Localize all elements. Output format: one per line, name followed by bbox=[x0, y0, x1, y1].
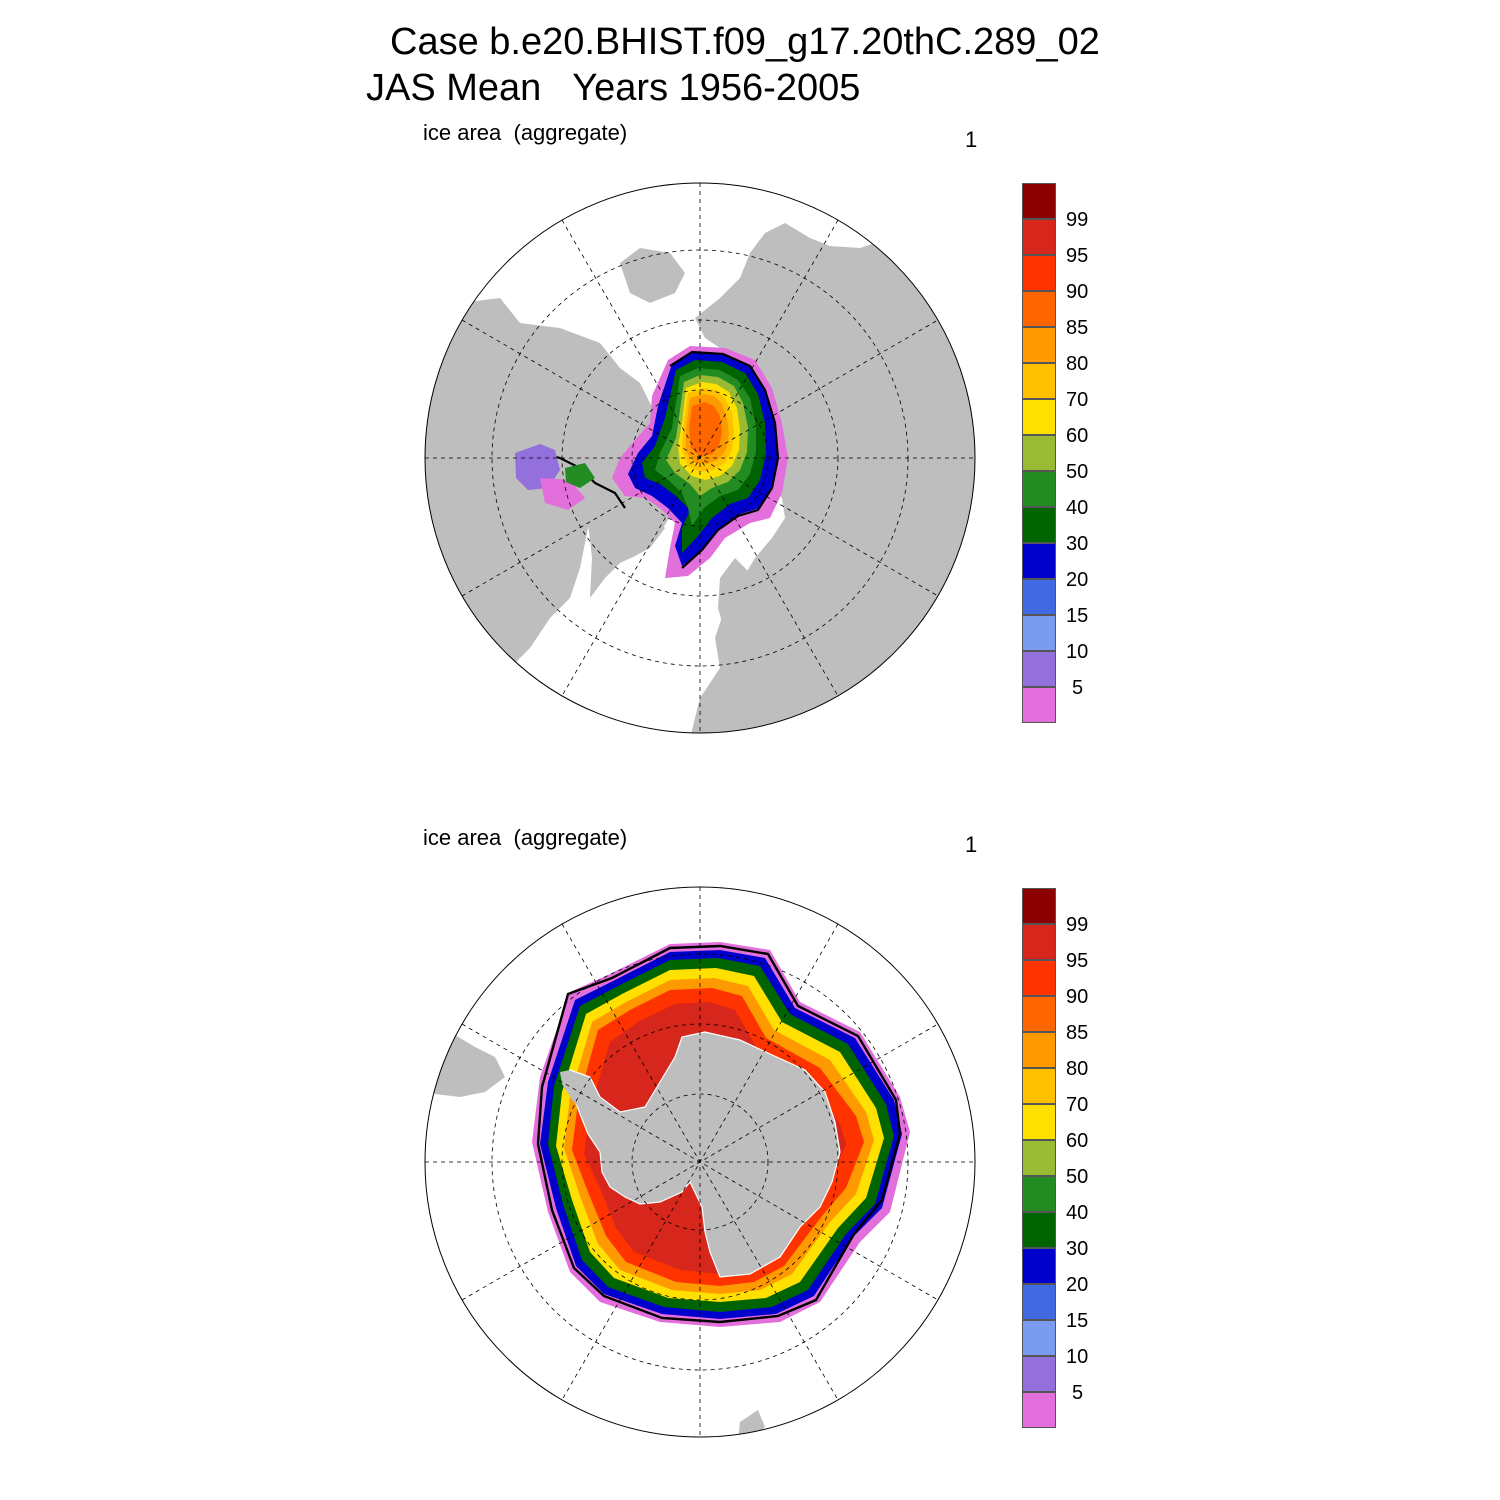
south-colorbar-label: 30 bbox=[1066, 1238, 1089, 1260]
north-colorbar-swatch-3 bbox=[1022, 291, 1056, 327]
south-colorbar-swatch-1 bbox=[1022, 924, 1056, 960]
north-colorbar-swatch-0 bbox=[1022, 183, 1056, 219]
eurasia-land bbox=[690, 223, 975, 733]
south-colorbar-swatch-13 bbox=[1022, 1356, 1056, 1392]
figure-title-period: JAS Mean Years 1956-2005 bbox=[366, 67, 861, 109]
south-colorbar-swatch-11 bbox=[1022, 1284, 1056, 1320]
south-colorbar-label: 5 bbox=[1072, 1382, 1084, 1404]
south-colorbar-label: 85 bbox=[1066, 1022, 1089, 1044]
north-graticule bbox=[425, 183, 975, 733]
scandinavia-land bbox=[718, 558, 760, 648]
south-colorbar-swatch-4 bbox=[1022, 1032, 1056, 1068]
north-colorbar-swatch-5 bbox=[1022, 363, 1056, 399]
south-colorbar-swatch-5 bbox=[1022, 1068, 1056, 1104]
chukotka-land bbox=[620, 248, 685, 303]
antarctica-land bbox=[569, 1031, 841, 1278]
north-colorbar-swatch-2 bbox=[1022, 255, 1056, 291]
figure-title-case: Case b.e20.BHIST.f09_g17.20thC.289_02 bbox=[390, 21, 1100, 63]
north-colorbar-swatch-4 bbox=[1022, 327, 1056, 363]
north-colorbar-label: 60 bbox=[1066, 425, 1089, 447]
north-colorbar-swatch-9 bbox=[1022, 507, 1056, 543]
north-colorbar-swatch-6 bbox=[1022, 399, 1056, 435]
north-colorbar-label: 20 bbox=[1066, 569, 1089, 591]
north-polar-map bbox=[424, 182, 976, 734]
north-colorbar-swatch-12 bbox=[1022, 615, 1056, 651]
south-colorbar-label: 10 bbox=[1066, 1346, 1089, 1368]
north-colorbar-swatch-10 bbox=[1022, 543, 1056, 579]
north-colorbar-swatch-14 bbox=[1022, 687, 1056, 723]
north-colorbar-swatch-11 bbox=[1022, 579, 1056, 615]
south-colorbar-label: 20 bbox=[1066, 1274, 1089, 1296]
south-colorbar-label: 40 bbox=[1066, 1202, 1089, 1224]
south-colorbar-swatch-2 bbox=[1022, 960, 1056, 996]
north-colorbar-swatch-13 bbox=[1022, 651, 1056, 687]
south-colorbar-swatch-14 bbox=[1022, 1392, 1056, 1428]
north-colorbar-label: 30 bbox=[1066, 533, 1089, 555]
south-polar-map bbox=[424, 886, 976, 1438]
north-colorbar-label: 95 bbox=[1066, 245, 1089, 267]
south-graticule bbox=[425, 887, 975, 1437]
north-colorbar-label: 10 bbox=[1066, 641, 1089, 663]
south-colorbar-label: 99 bbox=[1066, 914, 1089, 936]
north-colorbar-label: 80 bbox=[1066, 353, 1089, 375]
north-colorbar-label: 85 bbox=[1066, 317, 1089, 339]
south-colorbar-label: 50 bbox=[1066, 1166, 1089, 1188]
south-colorbar-swatch-9 bbox=[1022, 1212, 1056, 1248]
north-colorbar-label: 50 bbox=[1066, 461, 1089, 483]
north-colorbar-label: 90 bbox=[1066, 281, 1089, 303]
south-colorbar-label: 60 bbox=[1066, 1130, 1089, 1152]
south-panel-variable-label: ice area (aggregate) bbox=[423, 825, 628, 850]
south-colorbar-swatch-12 bbox=[1022, 1320, 1056, 1356]
north-colorbar-label: 15 bbox=[1066, 605, 1089, 627]
south-colorbar-swatch-6 bbox=[1022, 1104, 1056, 1140]
north-colorbar-label: 99 bbox=[1066, 209, 1089, 231]
south-colorbar: 99 95 90 85 80 70 60 50 40 30 20 15 10 5 bbox=[1022, 888, 1162, 1428]
north-colorbar-swatch-7 bbox=[1022, 435, 1056, 471]
north-colorbar: 99 95 90 85 80 70 60 50 40 30 20 15 10 5 bbox=[1022, 183, 1162, 723]
north-colorbar-label: 70 bbox=[1066, 389, 1089, 411]
south-colorbar-label: 15 bbox=[1066, 1310, 1089, 1332]
south-colorbar-label: 70 bbox=[1066, 1094, 1089, 1116]
north-panel-units-label: 1 bbox=[965, 127, 978, 152]
north-colorbar-swatch-1 bbox=[1022, 219, 1056, 255]
south-colorbar-label: 90 bbox=[1066, 986, 1089, 1008]
north-panel-variable-label: ice area (aggregate) bbox=[423, 120, 628, 145]
south-colorbar-label: 95 bbox=[1066, 950, 1089, 972]
south-colorbar-label: 80 bbox=[1066, 1058, 1089, 1080]
south-colorbar-swatch-8 bbox=[1022, 1176, 1056, 1212]
antarctic-peninsula-land bbox=[560, 1070, 600, 1122]
south-map-border bbox=[424, 886, 976, 1438]
north-colorbar-swatch-8 bbox=[1022, 471, 1056, 507]
north-map-border bbox=[424, 182, 976, 734]
north-colorbar-label: 5 bbox=[1072, 677, 1084, 699]
south-colorbar-swatch-10 bbox=[1022, 1248, 1056, 1284]
north-colorbar-label: 40 bbox=[1066, 497, 1089, 519]
south-colorbar-swatch-3 bbox=[1022, 996, 1056, 1032]
south-colorbar-swatch-0 bbox=[1022, 888, 1056, 924]
south-panel-units-label: 1 bbox=[965, 832, 978, 857]
south-colorbar-swatch-7 bbox=[1022, 1140, 1056, 1176]
arctic-sea-ice bbox=[515, 346, 788, 578]
